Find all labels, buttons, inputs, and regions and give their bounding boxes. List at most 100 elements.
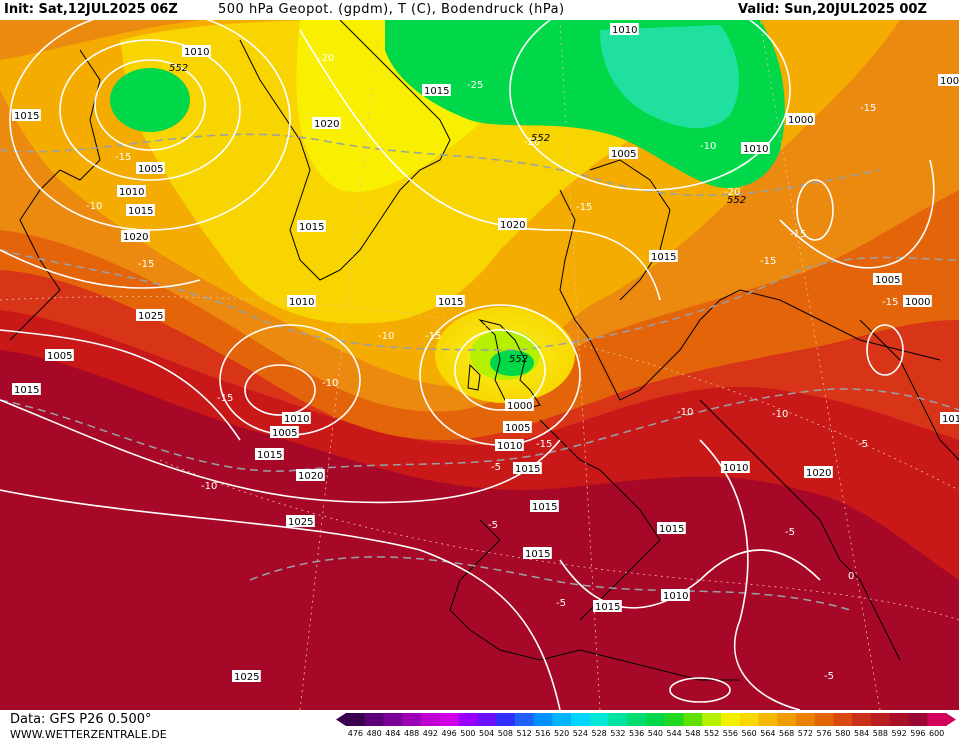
colorbar-tick-label: 540: [647, 729, 664, 738]
isotherm-label: -5: [785, 527, 795, 538]
colorbar-swatch: [346, 713, 366, 726]
isobar-label-text: 1010: [612, 25, 637, 36]
isobar-label: 1020: [121, 230, 150, 243]
colorbar-swatch: [927, 713, 947, 726]
isobar-label-text: 1015: [257, 450, 282, 461]
isobar-label-box: [422, 84, 451, 96]
isobar-label-box: [661, 589, 690, 601]
colorbar-swatch: [889, 713, 909, 726]
isobar-label: 1010: [182, 45, 211, 58]
colorbar-arrow-left: [336, 713, 346, 726]
isobar-label: 1000: [903, 295, 932, 308]
colorbar-tick-label: 564: [760, 729, 776, 738]
isobar-label: 1015: [12, 109, 41, 122]
colorbar: [336, 713, 956, 726]
colorbar-tick-label: 588: [872, 729, 889, 738]
colorbar-swatch: [908, 713, 928, 726]
isobar-label: 1010: [282, 412, 311, 425]
colorbar-swatch: [458, 713, 478, 726]
isobar-label-text: 1010: [497, 441, 522, 452]
colorbar-tick-label: 580: [835, 729, 851, 738]
isotherm-label: -15: [536, 439, 552, 450]
isotherm-label: -15: [860, 103, 876, 114]
colorbar-swatch: [777, 713, 797, 726]
isotherm-label: -20: [318, 53, 334, 64]
colorbar-swatch: [589, 713, 609, 726]
isotherm-label: -5: [491, 462, 501, 473]
isotherm-label: -15: [790, 229, 806, 240]
isobar-label-text: 1010: [743, 144, 768, 155]
colorbar-tick-label: 476: [347, 729, 364, 738]
colorbar-swatch: [383, 713, 403, 726]
isobar-label-text: 1000: [507, 401, 532, 412]
colorbar-tick-label: 512: [516, 729, 532, 738]
isobar-label-text: 1015: [438, 297, 463, 308]
colorbar-swatch: [364, 713, 384, 726]
isobar-label-box: [117, 185, 146, 197]
isobar-label-box: [232, 670, 261, 682]
isobar-label-text: 1020: [806, 468, 831, 479]
isobar-label-box: [938, 74, 959, 86]
isobar-label-text: 1015: [659, 524, 684, 535]
colorbar-swatch: [421, 713, 441, 726]
colorbar-tick-label: 576: [816, 729, 832, 738]
isobar-label: 1000: [505, 399, 534, 412]
isotherm-label-text: -20: [318, 53, 334, 64]
colorbar-tick-label: 524: [572, 729, 589, 738]
colorbar-swatch: [477, 713, 497, 726]
low-teal-north: [600, 25, 739, 129]
isobar-label: 1015: [255, 448, 284, 461]
isobar-label-text: 1010: [723, 463, 748, 474]
isobar-label-box: [287, 295, 316, 307]
geopotential-label: 552: [727, 195, 746, 206]
colorbar-tick-label: 552: [703, 729, 720, 738]
colorbar-tick-label: 496: [441, 729, 457, 738]
isobar-label: 1015: [523, 547, 552, 560]
isotherm-label: -10: [322, 378, 338, 389]
colorbar-swatch: [814, 713, 834, 726]
colorbar-swatch: [552, 713, 572, 726]
colorbar-swatch: [439, 713, 459, 726]
isotherm-label: -15: [882, 297, 898, 308]
colorbar-tick-label: 556: [722, 729, 739, 738]
colorbar-swatch: [833, 713, 853, 726]
isotherm-label-text: -20: [724, 187, 740, 198]
geopotential-label-text: 552: [531, 133, 550, 144]
isotherm-label-text: -5: [824, 671, 834, 682]
geopotential-label-text: 552: [727, 195, 746, 206]
colorbar-swatch: [852, 713, 872, 726]
isotherm-label-text: -5: [491, 462, 501, 473]
isobar-label-box: [505, 399, 534, 411]
isotherm-label-text: -10: [772, 409, 788, 420]
isobar-label-box: [513, 462, 542, 474]
colorbar-tick-label: 500: [460, 729, 476, 738]
data-source: Data: GFS P26 0.500°: [10, 712, 152, 727]
isobar-label: 1015: [649, 250, 678, 263]
isobar-label-box: [12, 109, 41, 121]
isobar-label-box: [270, 426, 299, 438]
isobar-label-box: [12, 383, 41, 395]
isobar-label-text: 1005: [138, 164, 163, 175]
isotherm-label: -15: [138, 259, 154, 270]
colorbar-tick-label: 568: [778, 729, 795, 738]
isobar-label-text: 1015: [532, 502, 557, 513]
isobar-label: 1010: [610, 23, 639, 36]
geopotential-label: 552: [531, 133, 550, 144]
isobar-label-box: [255, 448, 284, 460]
isotherm-label-text: -5: [488, 520, 498, 531]
colorbar-swatch: [702, 713, 722, 726]
isobar-label-text: 1005: [47, 351, 72, 362]
colorbar-tick-label: 532: [610, 729, 626, 738]
isobar-label: 1015: [436, 295, 465, 308]
isobar-label: 1025: [232, 670, 261, 683]
isobar-label-box: [121, 230, 150, 242]
isotherm-label: -10: [378, 331, 394, 342]
isotherm-label-text: -10: [677, 407, 693, 418]
colorbar-swatch: [758, 713, 778, 726]
isotherm-label: -5: [858, 439, 868, 450]
isobar-label-text: 1015: [515, 464, 540, 475]
isobar-label-text: 1005: [875, 275, 900, 286]
isobar-label-text: 1015: [299, 222, 324, 233]
isotherm-label: -20: [724, 187, 740, 198]
isobar-label: 1015: [530, 500, 559, 513]
